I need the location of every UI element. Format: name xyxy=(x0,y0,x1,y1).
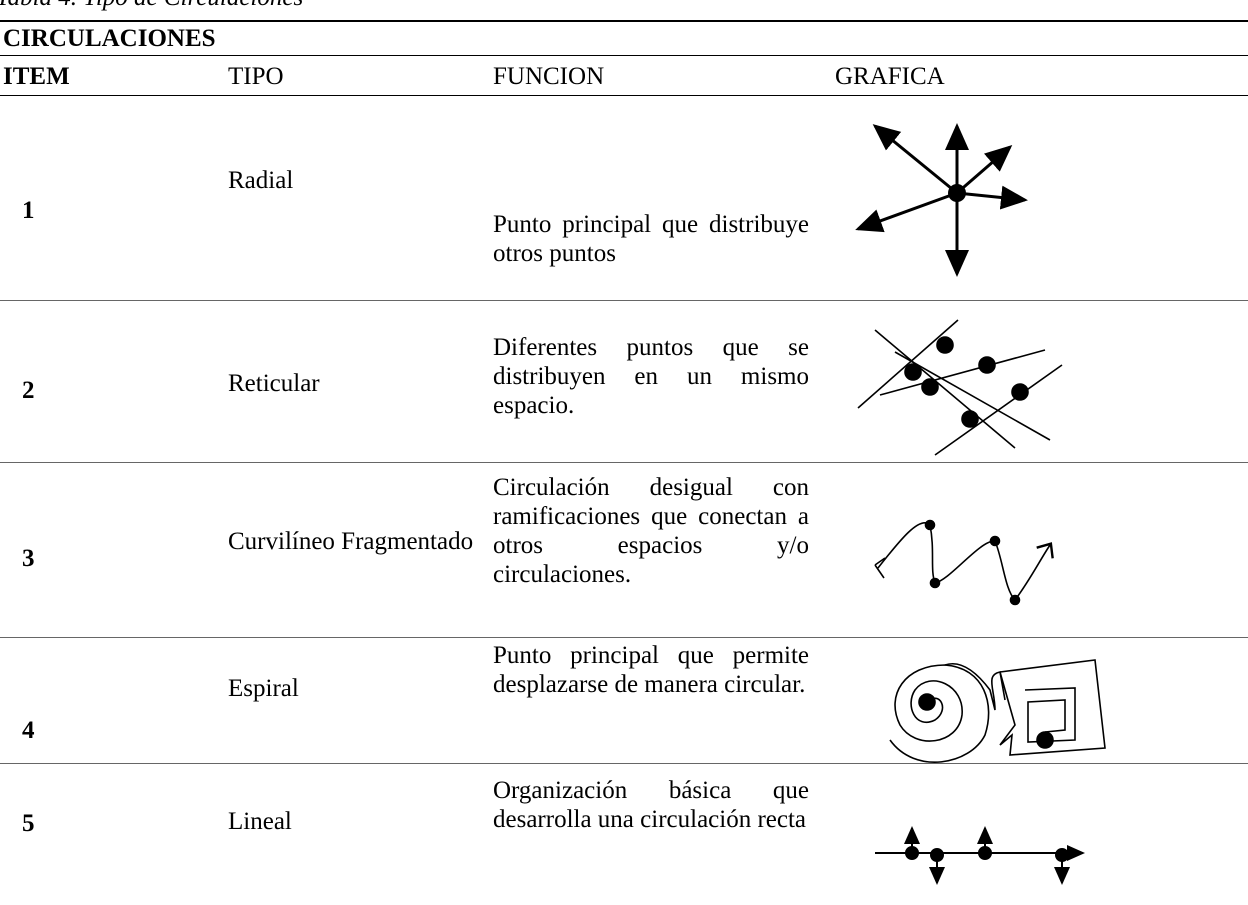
header: ITEM xyxy=(3,63,70,90)
funcion: Diferentes puntos que se distribuyen en … xyxy=(493,334,809,419)
table-title: CIRCULACIONES xyxy=(3,25,216,52)
header: FUNCION xyxy=(493,63,605,90)
rule xyxy=(0,637,1248,638)
rule xyxy=(0,462,1248,463)
rule xyxy=(0,55,1248,56)
tipo: Reticular xyxy=(228,370,320,397)
reticular-graphic xyxy=(857,319,1063,456)
tipo: Curvilíneo Fragmentado xyxy=(228,528,474,555)
rule xyxy=(0,95,1248,96)
funcion: Punto principal que distribuye otros pun… xyxy=(493,211,809,267)
item: 2 xyxy=(22,377,35,404)
curvilinear-graphic xyxy=(874,519,1054,606)
item: 4 xyxy=(22,717,35,744)
header: TIPO xyxy=(228,63,284,90)
rule xyxy=(0,763,1248,764)
caption: Tabla 4. Tipo de Circulaciones xyxy=(0,0,303,12)
funcion: Punto principal que permite desplazarse … xyxy=(493,642,809,698)
tipo: Espiral xyxy=(228,675,299,702)
spiral-graphic xyxy=(889,659,1106,763)
radial-dot xyxy=(948,184,966,202)
tipo: Lineal xyxy=(228,808,292,835)
item: 3 xyxy=(22,545,35,572)
item: 1 xyxy=(22,197,35,224)
rule xyxy=(0,20,1248,22)
item: 5 xyxy=(22,810,35,837)
funcion: Organización básica que desarrolla una c… xyxy=(493,777,809,833)
funcion: Circulación desigual con ramificaciones … xyxy=(493,474,809,588)
header: GRAFICA xyxy=(835,63,945,90)
radial-graphic xyxy=(855,123,1028,277)
linear-graphic xyxy=(875,826,1085,885)
rule xyxy=(0,300,1248,301)
tipo: Radial xyxy=(228,167,294,194)
